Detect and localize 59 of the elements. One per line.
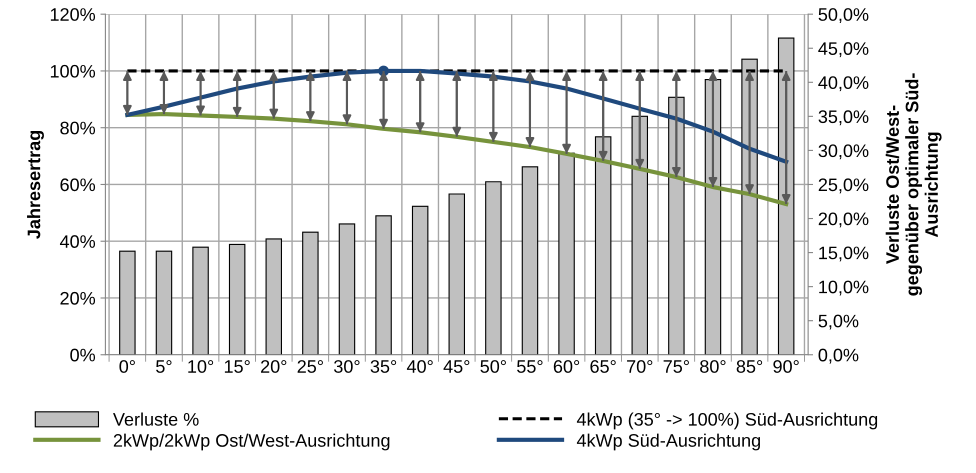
y2-tick-label: 15,0% <box>819 246 868 262</box>
x-tick-label: 30° <box>334 360 360 373</box>
bar <box>192 246 209 355</box>
y-tick-label: 0% <box>70 348 96 362</box>
bar <box>412 206 428 355</box>
bar <box>522 166 538 355</box>
x-tick-label: 40° <box>406 360 433 373</box>
bar <box>485 181 502 355</box>
x-tick-label: 5° <box>156 360 172 373</box>
y-tick-label: 20% <box>60 292 96 305</box>
y-tick-label: 40% <box>60 235 96 248</box>
x-tick-label: 45° <box>444 360 470 373</box>
legend-label: 4kWp (35° -> 100%) Süd-Ausrichtung <box>576 412 878 430</box>
y-tick-label: 100% <box>50 64 96 78</box>
bar <box>668 96 685 355</box>
y-tick-label: 60% <box>60 178 96 192</box>
y-axis-title: Jahresertrag <box>27 130 44 239</box>
y2-tick-label: 30,0% <box>818 144 868 160</box>
y2-tick-label: 50,0% <box>818 8 868 24</box>
bar <box>594 136 612 355</box>
bar <box>302 232 319 355</box>
x-tick-label: 70° <box>627 360 652 373</box>
legend-label: Verluste % <box>113 412 199 426</box>
bar <box>375 215 392 355</box>
bar <box>156 250 172 355</box>
y2-tick-label: 10,0% <box>819 280 868 296</box>
x-tick-label: 15° <box>224 360 250 373</box>
x-tick-label: 55° <box>517 360 543 373</box>
x-tick-label: 25° <box>298 360 323 373</box>
y2-tick-label: 40,0% <box>818 76 868 92</box>
y2-tick-label: 25,0% <box>818 178 868 194</box>
legend-label: 2kWp/2kWp Ost/West-Ausrichtung <box>114 434 390 450</box>
y2-tick-label: 0,0% <box>818 348 858 364</box>
legend-label: 4kWp Süd-Ausrichtung <box>576 434 760 450</box>
x-tick-label: 20° <box>261 360 286 373</box>
bar <box>228 244 246 355</box>
bar <box>266 238 282 355</box>
y2-tick-label: 20,0% <box>818 212 868 228</box>
y2-tick-label: 35,0% <box>818 110 868 126</box>
y-tick-label: 80% <box>60 122 96 134</box>
y2-tick-label: 45,0% <box>818 42 868 58</box>
x-tick-label: 0° <box>119 360 135 373</box>
x-tick-label: 10° <box>188 360 214 373</box>
bar <box>448 193 466 355</box>
x-tick-label: 80° <box>700 360 726 373</box>
x-tick-label: 50° <box>480 360 506 373</box>
x-tick-label: 35° <box>370 360 396 373</box>
bar <box>119 250 136 355</box>
x-tick-label: 65° <box>590 360 616 373</box>
bar <box>338 223 356 355</box>
x-tick-label: 60° <box>554 360 580 373</box>
y2-tick-label: 5,0% <box>818 314 858 330</box>
y2-axis-title: Verluste Ost/West- gegenüber optimaler Süd- Ausrichtung <box>886 73 942 296</box>
x-tick-label: 85° <box>736 360 762 373</box>
x-tick-label: 75° <box>664 360 689 373</box>
y-tick-label: 120% <box>50 8 96 21</box>
line-series <box>125 112 788 206</box>
x-tick-label: 90° <box>773 360 799 373</box>
bar <box>632 116 648 355</box>
